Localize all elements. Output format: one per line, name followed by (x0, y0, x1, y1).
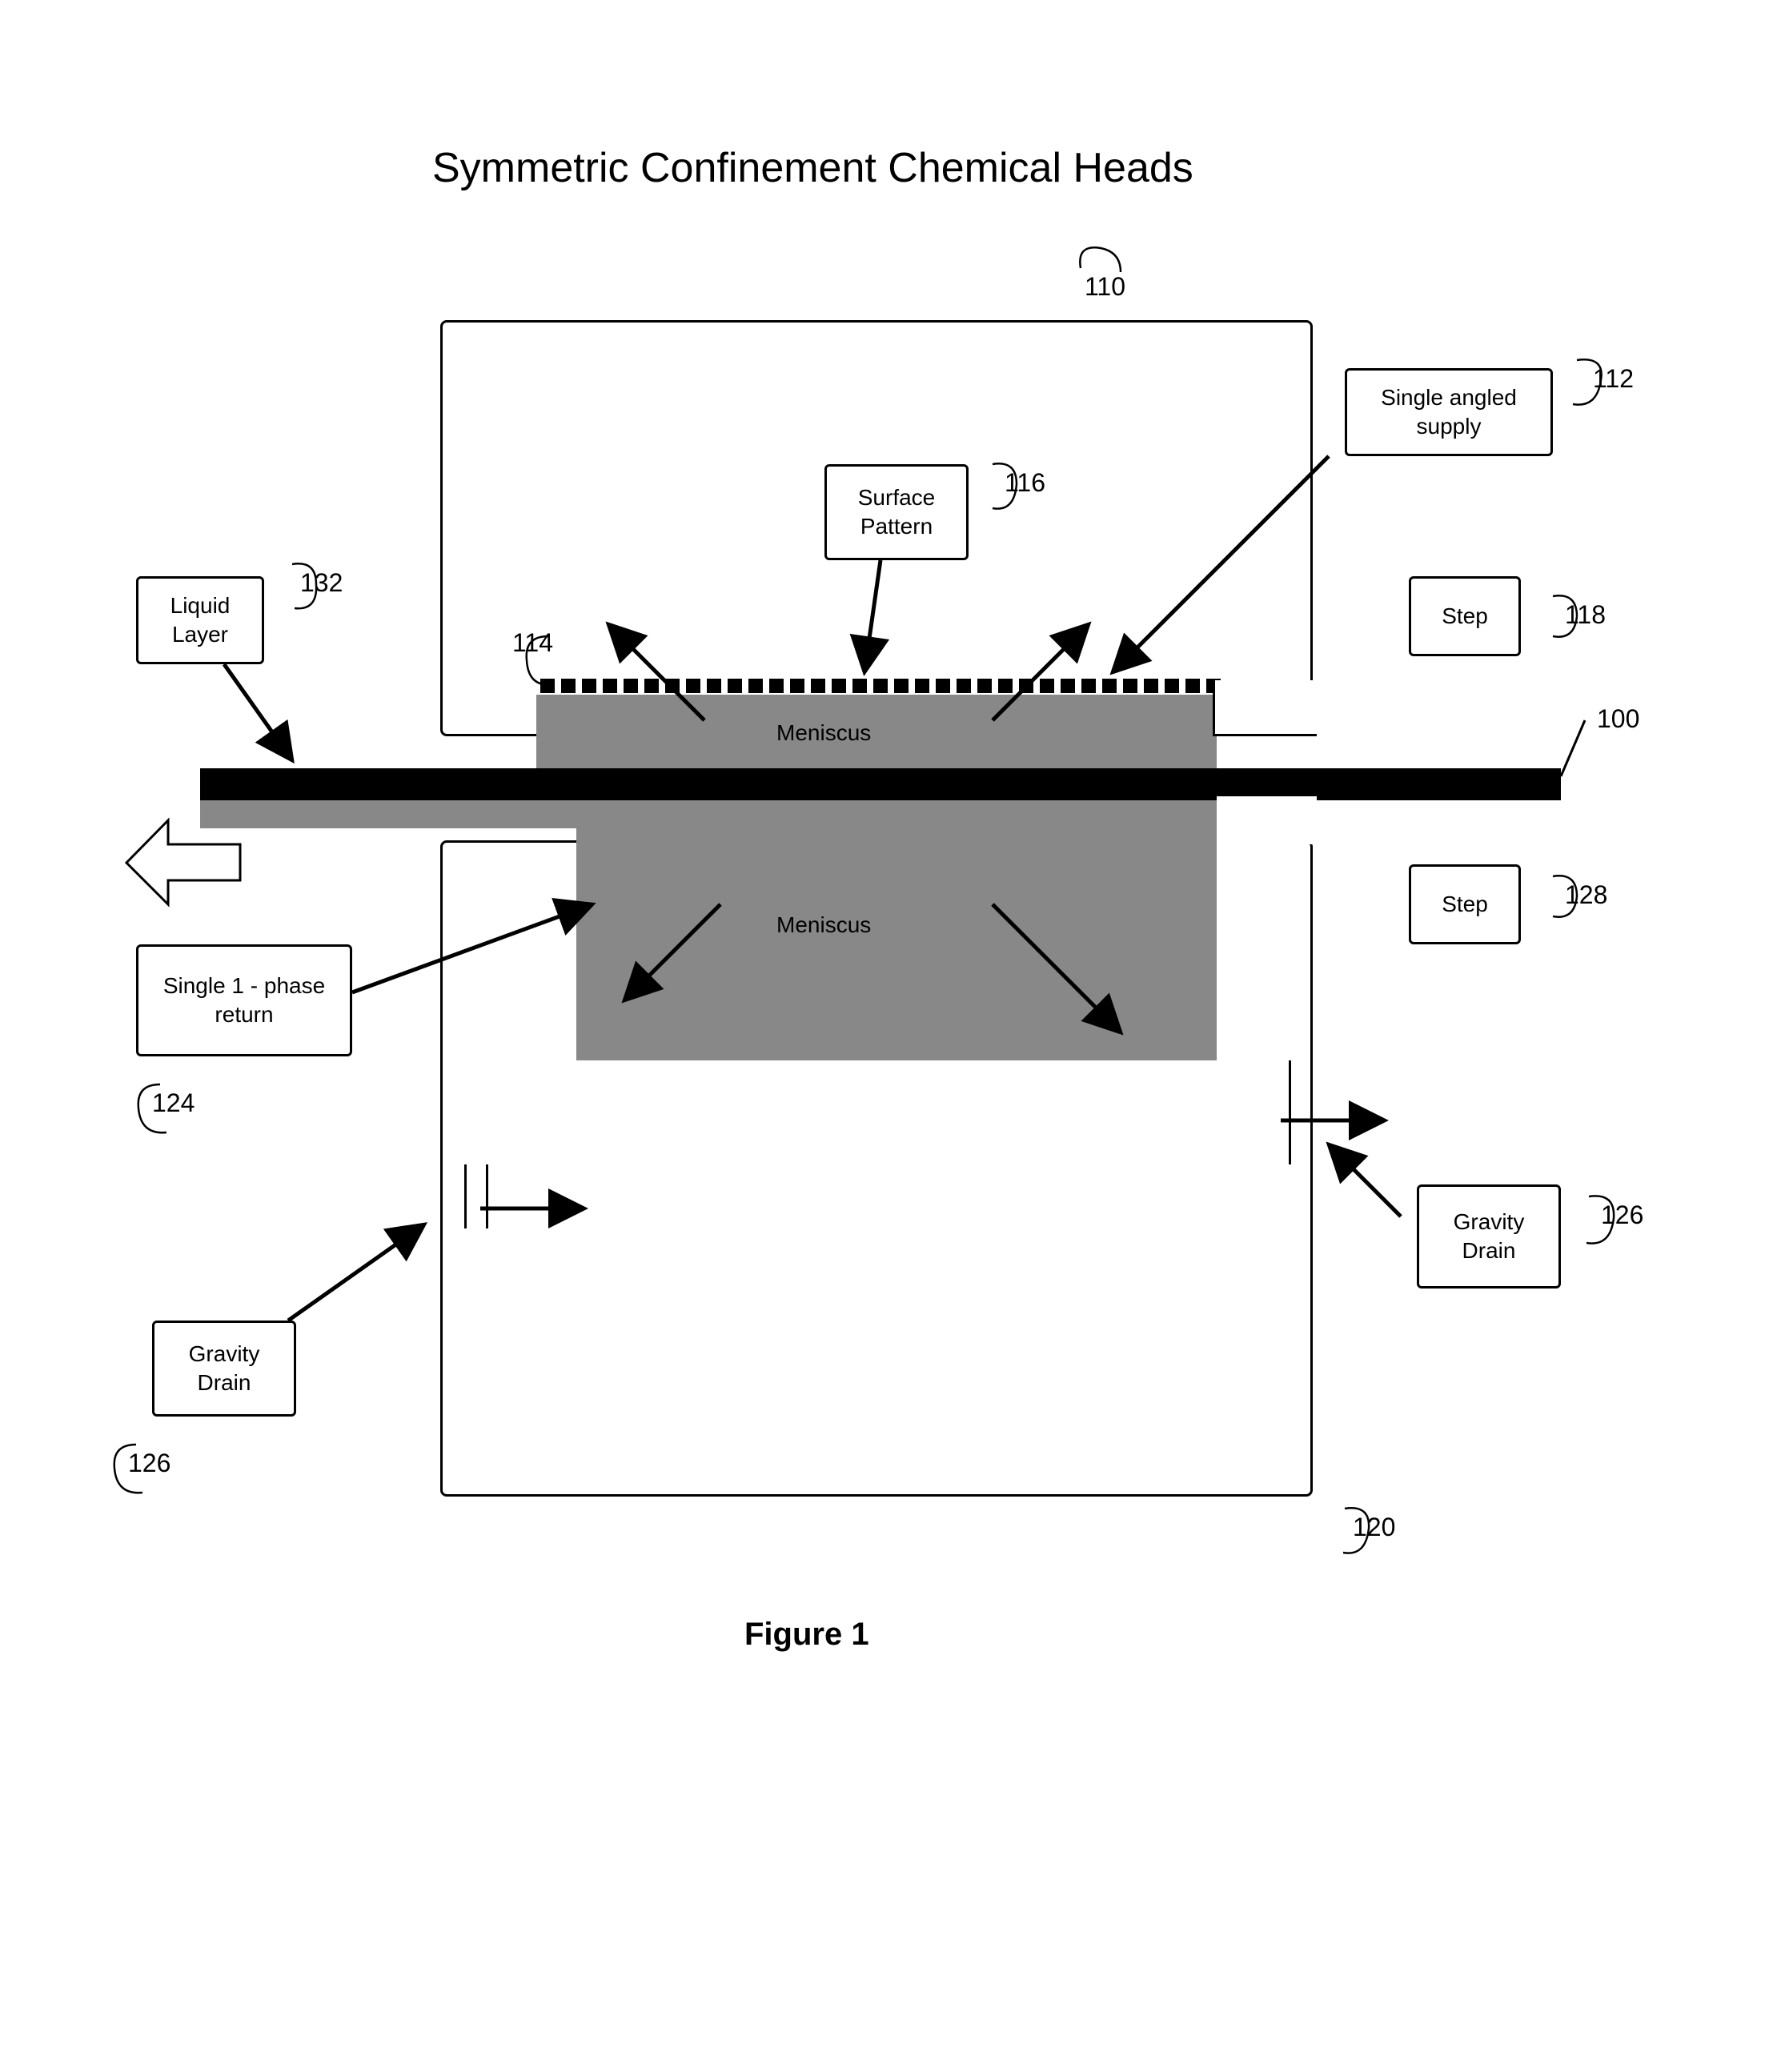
ref-126-right: 126 (1601, 1200, 1643, 1230)
lower-meniscus (576, 796, 1217, 1060)
ref-128: 128 (1565, 880, 1607, 910)
single-phase-return-label: Single 1 - phase return (136, 944, 352, 1056)
drain-pipe-left (464, 1164, 488, 1228)
ref-132: 132 (300, 568, 343, 598)
ref-124: 124 (152, 1088, 195, 1118)
substrate (200, 768, 1561, 800)
lower-meniscus-label: Meniscus (776, 912, 871, 938)
liquid-layer-label: Liquid Layer (136, 576, 264, 664)
upper-meniscus (536, 695, 1217, 780)
gravity-drain-right-label: Gravity Drain (1417, 1184, 1561, 1288)
motion-arrow-icon (120, 816, 248, 912)
step-bottom-label: Step (1409, 864, 1521, 944)
gravity-drain-left-label: Gravity Drain (152, 1321, 296, 1417)
drain-pipe-right (1289, 1060, 1313, 1164)
step-notch-top (1213, 680, 1317, 736)
single-angled-supply-label: Single angled supply (1345, 368, 1553, 456)
upper-meniscus-label: Meniscus (776, 720, 871, 746)
diagram-title: Symmetric Confinement Chemical Heads (432, 144, 1193, 192)
diagram-container: Meniscus Meniscus Single angled supply S… (160, 320, 1601, 1761)
surface-pattern-label: Surface Pattern (824, 464, 969, 560)
ref-120: 120 (1353, 1513, 1395, 1542)
ref-110: 110 (1085, 272, 1125, 302)
ref-114: 114 (512, 628, 553, 658)
liquid-layer-stub (200, 800, 584, 828)
ref-112: 112 (1593, 364, 1634, 394)
step-top-label: Step (1409, 576, 1521, 656)
ref-118: 118 (1565, 600, 1606, 630)
figure-caption: Figure 1 (744, 1617, 869, 1653)
ref-126-left: 126 (128, 1449, 170, 1478)
surface-pattern-dots (540, 679, 1221, 693)
ref-116: 116 (1005, 468, 1045, 498)
right-gap-wall (1217, 796, 1317, 844)
ref-100: 100 (1597, 704, 1639, 734)
